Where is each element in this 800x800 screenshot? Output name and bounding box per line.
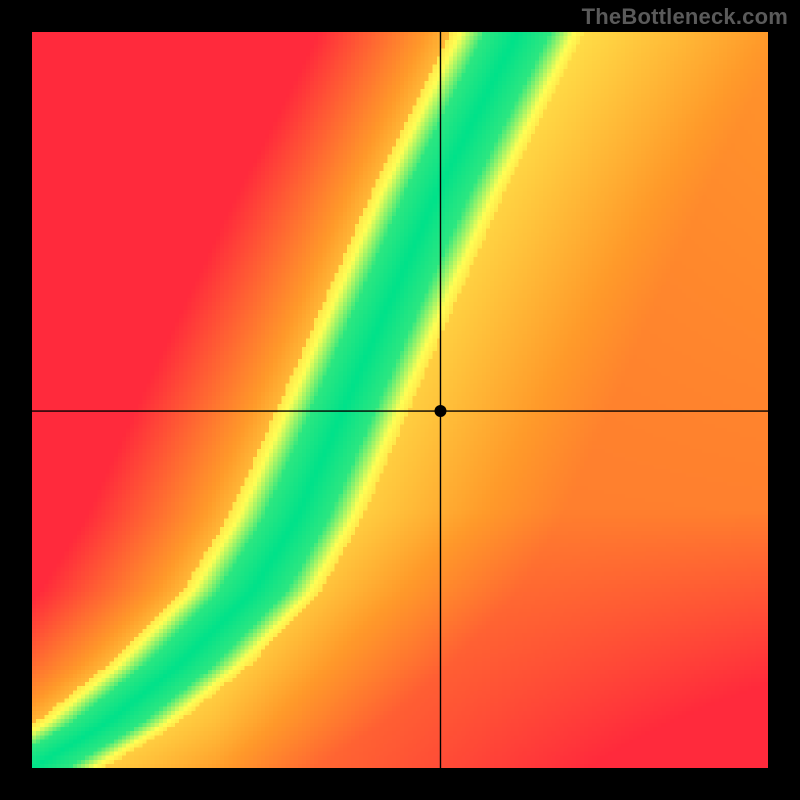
plot-area bbox=[32, 32, 768, 768]
watermark-text: TheBottleneck.com bbox=[582, 4, 788, 30]
figure-container: TheBottleneck.com bbox=[0, 0, 800, 800]
bottleneck-heatmap bbox=[32, 32, 768, 768]
